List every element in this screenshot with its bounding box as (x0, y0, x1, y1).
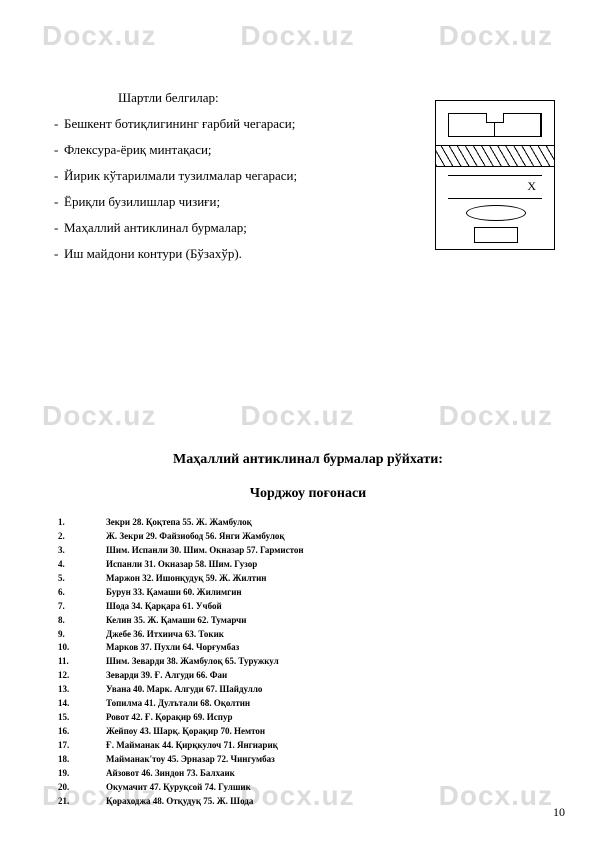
legend-item: Иш майдони контури (Бўзахўр). (58, 246, 558, 262)
table-row: 8.Келин 35. Ж. Қамаши 62. Тумарчи (58, 614, 538, 628)
subsection-title: Чорджоу поғонаси (58, 486, 558, 502)
table-row: 10.Марков 37. Пухли 64. Чорғумбаз (58, 641, 538, 655)
table-row: 11.Шим. Зеварди 38. Жамбулоқ 65. Туружку… (58, 655, 538, 669)
watermark: Docx.uz (240, 20, 354, 52)
page-number: 10 (553, 805, 565, 820)
section-title: Маҳаллий антиклинал бурмалар рўйхати: (58, 452, 558, 468)
table-row: 3.Шим. Испанли 30. Шим. Окназар 57. Гарм… (58, 544, 538, 558)
watermark: Docx.uz (439, 20, 553, 52)
table-row: 14.Топилма 41. Дулътали 68. Оқолтин (58, 697, 538, 711)
table-row: 13.Увана 40. Марк. Алгуди 67. Шайдулло (58, 683, 538, 697)
legend-item: Флексура-ёриқ минтақаси; (58, 142, 558, 158)
legend-item: Ёриқли бузилишлар чизиғи; (58, 194, 558, 210)
legend-title: Шартли белгилар: (118, 90, 558, 106)
watermark-row: Docx.uz Docx.uz Docx.uz (0, 20, 595, 52)
table-row: 5.Маржон 32. Ишонқудуқ 59. Ж. Жилтин (58, 572, 538, 586)
table-row: 21.Қораходжа 48. Отқудуқ 75. Ж. Шода (58, 795, 538, 809)
legend-item: Маҳаллий антиклинал бурмалар; (58, 220, 558, 236)
legend-item: Йирик кўтарилмали тузилмалар чегараси; (58, 168, 558, 184)
table-row: 1.Зекри 28. Қоқтепа 55. Ж. Жамбулоқ (58, 516, 538, 530)
page-content: Шартли белгилар: Бешкент ботиқлигининг ғ… (58, 90, 558, 809)
table-row: 4.Испанли 31. Окназар 58. Шим. Гузор (58, 558, 538, 572)
table-row: 2.Ж. Зекри 29. Файзиобод 56. Янги Жамбул… (58, 530, 538, 544)
legend-item: Бешкент ботиқлигининг ғарбий чегараси; (58, 116, 558, 132)
table-row: 17.Ғ. Майманак 44. Қирқкулоч 71. Янгиари… (58, 739, 538, 753)
table-row: 20.Окумачит 47. Қуруқсой 74. Гулшик (58, 781, 538, 795)
table-row: 15.Ровот 42. Ғ. Қорақир 69. Испур (58, 711, 538, 725)
table-row: 12.Зеварди 39. Ғ. Алгуди 66. Фаи (58, 669, 538, 683)
table-row: 16.Жейпоу 43. Шарқ. Қорақир 70. Немтон (58, 725, 538, 739)
watermark: Docx.uz (42, 20, 156, 52)
list-table: 1.Зекри 28. Қоқтепа 55. Ж. Жамбулоқ 2.Ж.… (58, 516, 538, 809)
table-row: 9.Джебе 36. Итхиича 63. Токик (58, 628, 538, 642)
table-row: 6.Бурун 33. Қамаши 60. Жилимгин (58, 586, 538, 600)
table-row: 18.Майманак'тоу 45. Эрназар 72. Чингумба… (58, 753, 538, 767)
table-row: 19.Айзовот 46. Зиндон 73. Балхаик (58, 767, 538, 781)
table-row: 7.Шода 34. Қарқара 61. Учбой (58, 600, 538, 614)
